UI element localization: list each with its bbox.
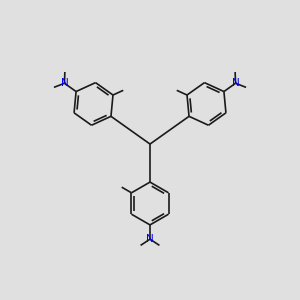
- Text: N: N: [61, 78, 68, 88]
- Text: N: N: [232, 78, 239, 88]
- Text: N: N: [146, 234, 154, 244]
